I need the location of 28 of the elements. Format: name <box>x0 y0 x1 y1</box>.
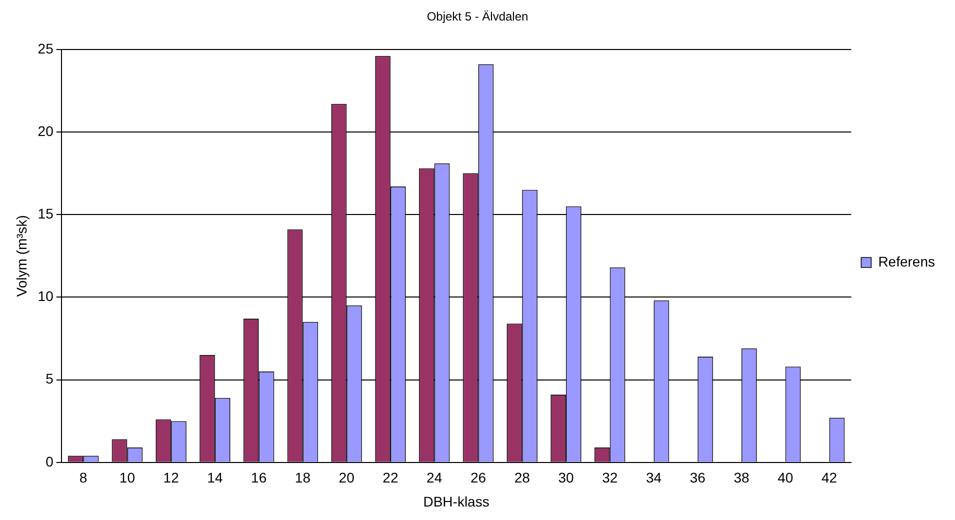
x-tick-label: 24 <box>426 470 442 486</box>
y-tick-label: 5 <box>46 370 54 387</box>
x-tick-label: 42 <box>821 470 838 486</box>
x-axis-title: DBH-klass <box>423 493 490 510</box>
x-tick-label: 22 <box>382 470 398 486</box>
x-tick-label: 20 <box>338 470 355 486</box>
x-tick-label: 32 <box>602 470 618 486</box>
x-tick-label: 36 <box>690 470 706 486</box>
x-tick-label: 12 <box>163 470 180 486</box>
legend-label: Referens <box>878 253 936 270</box>
y-tick-label: 20 <box>38 122 54 139</box>
x-tick-label: 30 <box>558 470 574 486</box>
y-axis-title: Volym (m³sk) <box>13 215 30 297</box>
x-tick-label: 26 <box>470 470 486 486</box>
x-tick-label: 40 <box>778 470 794 486</box>
x-tick-label: 14 <box>207 470 223 486</box>
x-tick-label: 28 <box>514 470 530 486</box>
x-tick-label: 34 <box>646 470 662 486</box>
x-tick-label: 38 <box>734 470 750 486</box>
chart-title: Objekt 5 - Älvdalen <box>426 10 528 24</box>
y-tick-label: 25 <box>38 40 54 56</box>
x-tick-label: 18 <box>294 470 311 486</box>
x-tick-label: 10 <box>119 470 136 486</box>
y-tick-label: 15 <box>38 205 54 222</box>
y-tick-label: 0 <box>46 453 54 470</box>
y-tick-label: 10 <box>38 288 54 304</box>
x-tick-label: 8 <box>79 470 88 486</box>
x-tick-label: 16 <box>251 470 267 486</box>
